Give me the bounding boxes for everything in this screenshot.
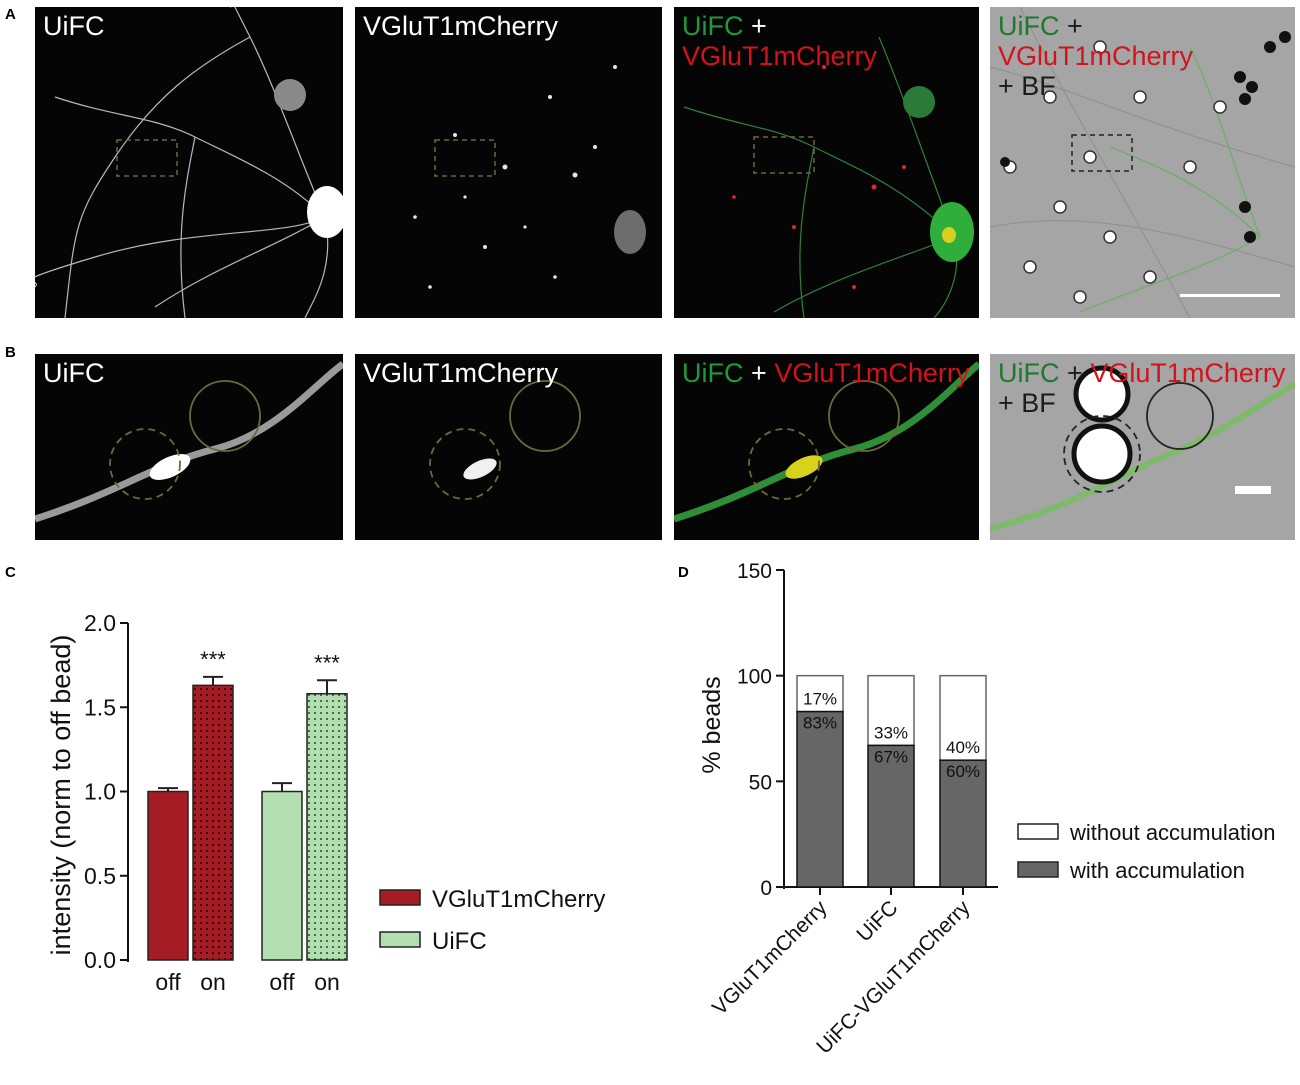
title-plus: + bbox=[751, 358, 767, 388]
y-tick-label: 0.0 bbox=[84, 947, 116, 973]
image-b-brightfield: UiFC + VGluT1mCherry + BF bbox=[990, 354, 1295, 540]
bar-without-accumulation bbox=[867, 674, 915, 747]
image-a-vglut: VGluT1mCherry bbox=[355, 7, 662, 318]
bar bbox=[147, 790, 189, 961]
y-tick-label: 100 bbox=[737, 666, 772, 689]
title-uifc: UiFC bbox=[682, 11, 744, 41]
title-vglut: VGluT1mCherry bbox=[998, 41, 1194, 71]
panel-title: VGluT1mCherry bbox=[363, 358, 559, 388]
panel-title: UiFC bbox=[43, 11, 105, 41]
data-label-without: 17% bbox=[803, 690, 837, 709]
bar-with-accumulation bbox=[796, 710, 844, 888]
legend-swatch-with bbox=[1017, 861, 1059, 878]
neuron-image bbox=[35, 7, 343, 318]
y-tick-label: 150 bbox=[737, 560, 772, 583]
x-tick-label: off bbox=[269, 969, 295, 995]
bar bbox=[261, 790, 303, 961]
axon-image bbox=[35, 361, 343, 523]
y-axis-label: intensity (norm to off bead) bbox=[46, 635, 76, 956]
brightfield-zoom-image bbox=[990, 365, 1295, 532]
panel-title-group: UiFC + VGluT1mCherry bbox=[682, 358, 969, 388]
panel-label-d: D bbox=[678, 564, 689, 581]
legend-label-vglut: VGluT1mCherry bbox=[432, 886, 605, 913]
vglut-zoom-image bbox=[429, 380, 581, 500]
data-label-without: 40% bbox=[946, 738, 980, 757]
title-uifc: UiFC bbox=[998, 358, 1060, 388]
bar-with-accumulation bbox=[867, 744, 915, 888]
image-a-uifc: UiFC bbox=[35, 7, 343, 318]
title-bf: + BF bbox=[998, 388, 1056, 418]
title-plus: + bbox=[751, 11, 767, 41]
y-tick-label: 0.5 bbox=[84, 863, 116, 889]
panel-label-c: C bbox=[5, 564, 16, 581]
vglut-puncta-image bbox=[413, 65, 646, 289]
title-uifc: UiFC bbox=[998, 11, 1060, 41]
title-bf: + BF bbox=[998, 71, 1056, 101]
panel-title-group: UiFC + VGluT1mCherry + BF bbox=[998, 358, 1285, 418]
bar-without-accumulation bbox=[796, 674, 844, 713]
data-label-with: 60% bbox=[946, 762, 980, 781]
legend-swatch-uifc bbox=[379, 931, 421, 948]
merge-zoom-image bbox=[674, 361, 979, 523]
panel-title: VGluT1mCherry bbox=[363, 11, 559, 41]
chart-c: 0.00.51.01.52.0 off***on off***on intensi… bbox=[46, 610, 605, 995]
y-tick-label: 2.0 bbox=[84, 610, 116, 636]
x-tick-label: on bbox=[200, 969, 226, 995]
bar-with-accumulation bbox=[939, 759, 987, 888]
image-a-brightfield: UiFC + VGluT1mCherry + BF bbox=[990, 7, 1295, 318]
legend-label-with: with accumulation bbox=[1069, 858, 1245, 883]
panel-title: UiFC bbox=[43, 358, 105, 388]
significance-marker: *** bbox=[314, 650, 340, 675]
x-tick-label: on bbox=[314, 969, 340, 995]
x-tick-label: VGluT1mCherry bbox=[708, 896, 832, 1020]
image-a-merge: UiFC + VGluT1mCherry bbox=[674, 7, 979, 318]
image-b-uifc: UiFC bbox=[35, 354, 343, 540]
image-b-merge: UiFC + VGluT1mCherry bbox=[674, 354, 979, 540]
title-vglut: VGluT1mCherry bbox=[774, 358, 970, 388]
panel-title-group: UiFC + VGluT1mCherry + BF bbox=[998, 11, 1193, 101]
bar-without-accumulation bbox=[939, 674, 987, 761]
title-uifc: UiFC bbox=[682, 358, 744, 388]
x-tick-label: UiFC bbox=[852, 896, 902, 946]
panel-title-group: UiFC + VGluT1mCherry bbox=[682, 11, 877, 71]
legend-label-without: without accumulation bbox=[1069, 820, 1275, 845]
title-vglut: VGluT1mCherry bbox=[682, 41, 878, 71]
merge-image bbox=[683, 36, 974, 318]
image-b-vglut: VGluT1mCherry bbox=[355, 354, 662, 540]
data-label-with: 83% bbox=[803, 714, 837, 733]
title-vglut: VGluT1mCherry bbox=[1090, 358, 1286, 388]
title-plus: + bbox=[1067, 11, 1083, 41]
legend-swatch-vglut bbox=[379, 889, 421, 906]
legend-swatch-without bbox=[1017, 823, 1059, 840]
y-axis-label: % beads bbox=[698, 676, 726, 773]
chart-d: 0 50 100 150 17% 83% VGluT1mCherry 33% 67% UiFC 4… bbox=[698, 560, 1275, 1059]
legend-label-uifc: UiFC bbox=[432, 928, 487, 955]
y-tick-label: 50 bbox=[749, 771, 772, 794]
title-plus: + bbox=[1067, 358, 1083, 388]
panel-label-b: B bbox=[5, 344, 16, 361]
panel-label-a: A bbox=[5, 6, 16, 23]
y-tick-label: 1.5 bbox=[84, 694, 116, 720]
data-label-with: 67% bbox=[874, 747, 908, 766]
bar bbox=[306, 693, 348, 961]
significance-marker: *** bbox=[200, 647, 226, 672]
data-label-without: 33% bbox=[874, 723, 908, 742]
bar bbox=[192, 684, 234, 961]
x-tick-label: off bbox=[155, 969, 181, 995]
y-tick-label: 0 bbox=[760, 877, 772, 900]
brightfield-image bbox=[990, 7, 1295, 318]
y-tick-label: 1.0 bbox=[84, 779, 116, 805]
